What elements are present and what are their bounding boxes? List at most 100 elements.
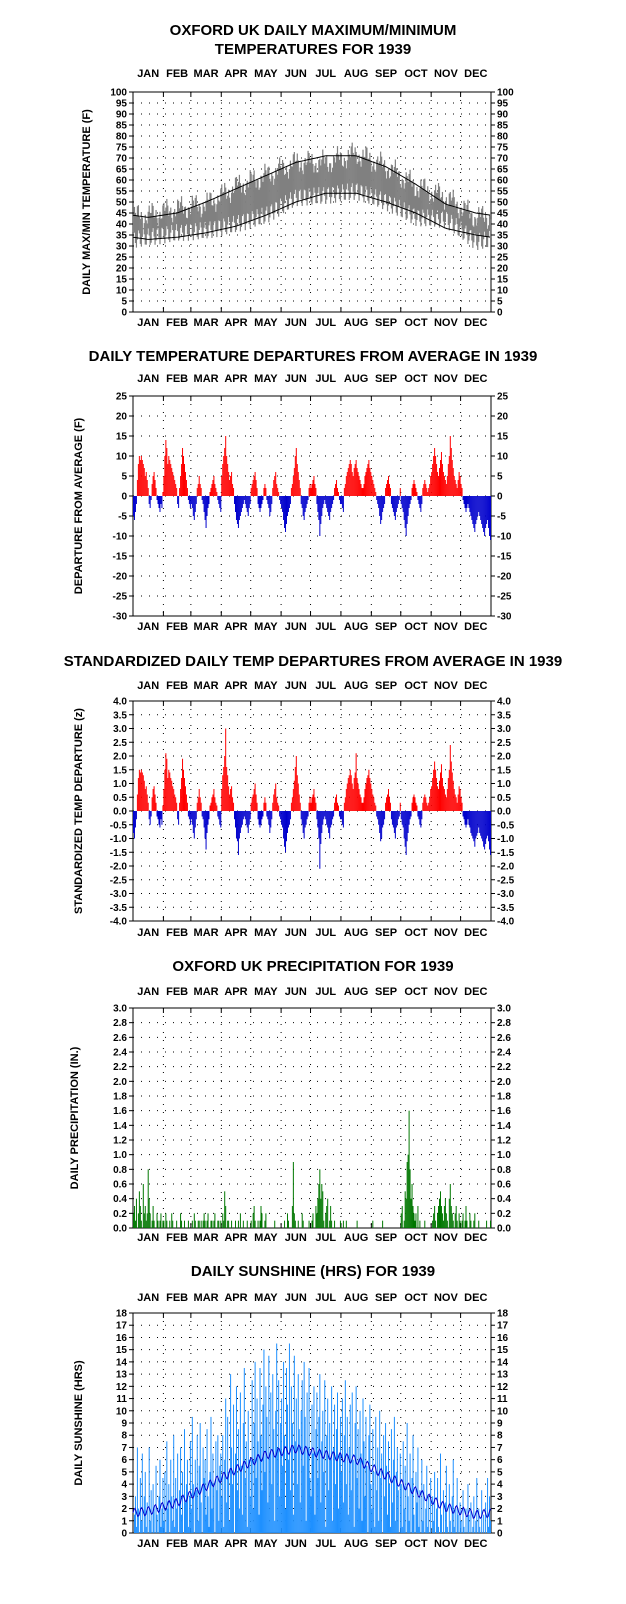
- plot-frame: [132, 1007, 492, 1229]
- month-label-top: JUL: [315, 1292, 336, 1304]
- month-label-top: MAY: [254, 68, 278, 80]
- month-label-bottom: FEB: [166, 317, 188, 329]
- y-tick-label-right: 4: [497, 1480, 503, 1491]
- y-tick-label-left: -15: [113, 552, 128, 563]
- y-tick-label-left: -1.5: [110, 848, 128, 859]
- month-label-bottom: MAY: [254, 927, 278, 939]
- y-tick-label-right: 85: [497, 121, 509, 132]
- y-tick-label-left: 0.0: [113, 1224, 127, 1235]
- y-tick-label-right: 0.2: [497, 1209, 511, 1220]
- y-tick-label-right: 1.4: [497, 1121, 511, 1132]
- month-label-bottom: DEC: [464, 927, 487, 939]
- y-axis-label: DAILY MAX/MIN TEMPERATURE (F): [81, 109, 93, 295]
- y-tick-label-left: 7: [121, 1443, 127, 1454]
- y-tick-label-right: 35: [497, 231, 509, 242]
- month-label-top: MAY: [254, 680, 278, 692]
- month-label-bottom: MAY: [254, 1232, 278, 1244]
- y-tick-label-right: 15: [497, 432, 509, 443]
- y-tick-label-right: 16: [497, 1333, 509, 1344]
- month-label-bottom: FEB: [166, 1538, 188, 1550]
- month-label-top: OCT: [404, 68, 428, 80]
- month-label-top: NOV: [434, 986, 459, 998]
- month-label-bottom: NOV: [434, 927, 459, 939]
- month-label-top: JAN: [137, 373, 159, 385]
- month-label-bottom: MAY: [254, 1538, 278, 1550]
- y-tick-label-left: 10: [116, 452, 128, 463]
- departure-chart: DAILY TEMPERATURE DEPARTURES FROM AVERAG…: [73, 348, 537, 633]
- y-tick-label-right: -5: [497, 512, 506, 523]
- y-tick-label-right: 5: [497, 472, 503, 483]
- y-tick-label-right: -4.0: [497, 917, 515, 928]
- month-label-top: JUN: [285, 986, 307, 998]
- y-tick-label-right: 2.5: [497, 738, 511, 749]
- y-tick-label-left: 25: [116, 253, 128, 264]
- month-label-bottom: AUG: [344, 1232, 368, 1244]
- month-label-bottom: SEP: [375, 1538, 397, 1550]
- y-tick-label-left: -1.0: [110, 834, 128, 845]
- y-tick-label-left: 1.2: [113, 1136, 127, 1147]
- y-tick-label-left: 17: [116, 1321, 128, 1332]
- y-tick-label-left: 2.5: [113, 738, 127, 749]
- month-label-bottom: MAR: [194, 1232, 219, 1244]
- y-tick-label-left: 3.5: [113, 710, 127, 721]
- y-tick-label-left: 80: [116, 132, 128, 143]
- month-label-bottom: APR: [224, 317, 247, 329]
- y-tick-label-left: 55: [116, 187, 128, 198]
- y-tick-label-right: -2.0: [497, 862, 515, 873]
- y-tick-label-right: 2.8: [497, 1018, 511, 1029]
- y-tick-label-left: 0: [121, 308, 127, 319]
- y-tick-label-right: -1.0: [497, 834, 515, 845]
- month-label-bottom: JUN: [285, 1232, 307, 1244]
- y-tick-label-left: 9: [121, 1419, 127, 1430]
- y-tick-label-left: -4.0: [110, 917, 128, 928]
- y-tick-label-right: -20: [497, 572, 512, 583]
- month-label-bottom: JUN: [285, 317, 307, 329]
- y-tick-label-left: 45: [116, 209, 128, 220]
- month-label-top: AUG: [344, 68, 368, 80]
- month-label-bottom: DEC: [464, 1232, 487, 1244]
- y-tick-label-right: 8: [497, 1431, 503, 1442]
- y-tick-label-right: 18: [497, 1309, 509, 1320]
- month-label-bottom: SEP: [375, 621, 397, 633]
- month-label-top: JUN: [285, 1292, 307, 1304]
- y-tick-label-right: 100: [497, 88, 514, 99]
- month-label-bottom: APR: [224, 621, 247, 633]
- month-label-top: APR: [224, 68, 247, 80]
- y-tick-label-left: 1.0: [113, 1150, 127, 1161]
- month-label-bottom: FEB: [166, 1232, 188, 1244]
- month-label-bottom: OCT: [404, 317, 428, 329]
- y-tick-label-left: 1.0: [113, 779, 127, 790]
- standardized-departure-chart: STANDARDIZED DAILY TEMP DEPARTURES FROM …: [64, 653, 562, 939]
- plot-frame: [132, 395, 492, 617]
- y-tick-label-right: 7: [497, 1443, 503, 1454]
- month-label-top: DEC: [464, 986, 487, 998]
- month-label-bottom: MAR: [194, 621, 219, 633]
- y-tick-label-left: 0.4: [113, 1194, 127, 1205]
- month-label-top: MAR: [194, 373, 219, 385]
- y-tick-label-right: 20: [497, 264, 509, 275]
- month-label-top: SEP: [375, 373, 397, 385]
- y-tick-label-right: 30: [497, 242, 509, 253]
- y-tick-label-left: 35: [116, 231, 128, 242]
- month-label-top: APR: [224, 680, 247, 692]
- y-tick-label-left: 90: [116, 110, 128, 121]
- y-tick-label-left: 10: [116, 286, 128, 297]
- y-tick-label-left: 2.4: [113, 1048, 127, 1059]
- y-tick-label-right: 4.0: [497, 697, 511, 708]
- month-label-top: AUG: [344, 1292, 368, 1304]
- y-tick-label-right: 2: [497, 1504, 503, 1515]
- y-axis-label: DAILY PRECIPITATION (IN.): [69, 1046, 81, 1189]
- y-tick-label-left: 6: [121, 1455, 127, 1466]
- month-label-bottom: NOV: [434, 1232, 459, 1244]
- month-label-top: DEC: [464, 1292, 487, 1304]
- y-tick-label-left: 0.8: [113, 1165, 127, 1176]
- y-tick-label-right: 0: [497, 492, 503, 503]
- y-tick-label-right: 1.0: [497, 1150, 511, 1161]
- y-tick-label-right: 90: [497, 110, 509, 121]
- chart-title: STANDARDIZED DAILY TEMP DEPARTURES FROM …: [64, 653, 562, 670]
- y-tick-label-left: 15: [116, 432, 128, 443]
- y-tick-label-left: 50: [116, 198, 128, 209]
- y-tick-label-right: 2.6: [497, 1033, 511, 1044]
- y-tick-label-right: 2.0: [497, 1077, 511, 1088]
- month-label-bottom: DEC: [464, 621, 487, 633]
